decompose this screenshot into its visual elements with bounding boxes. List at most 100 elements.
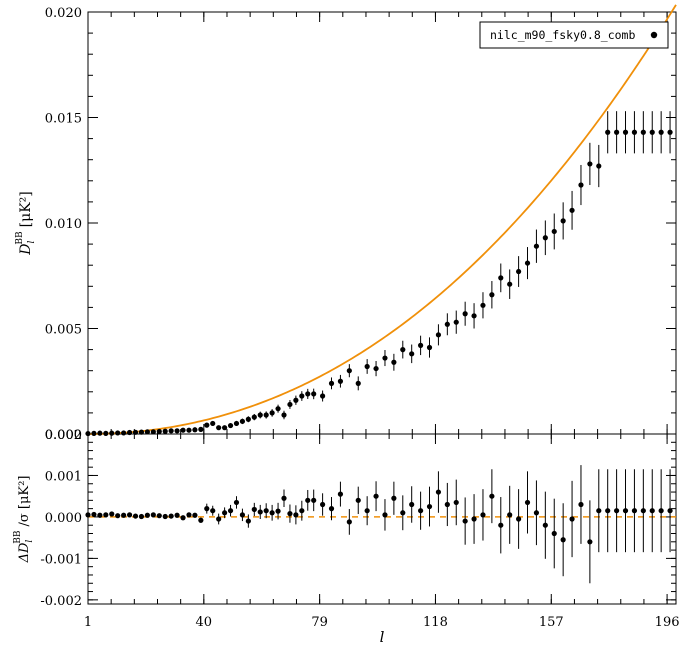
top-data-point	[596, 163, 602, 169]
bottom-data-point	[435, 489, 442, 495]
legend-label: nilc_m90_fsky0.8_comb	[490, 28, 635, 42]
bottom-data-point	[658, 508, 664, 514]
top-data-point	[311, 391, 317, 397]
top-data-point	[533, 243, 540, 249]
bottom-data-point	[551, 530, 557, 537]
top-data-point	[444, 321, 450, 327]
top-data-point	[305, 391, 311, 397]
top-ylabel-sub: l	[27, 240, 37, 243]
x-tick-label: 79	[311, 615, 328, 630]
legend-marker	[650, 31, 658, 39]
top-ylabel-unit: [μK²]	[18, 191, 34, 227]
bottom-data-point	[533, 510, 540, 516]
bottom-data-point	[382, 512, 388, 518]
top-data-point	[216, 425, 222, 431]
bottom-data-point	[305, 497, 311, 503]
bottom-data-point	[150, 512, 156, 518]
top-ylabel-main: D	[18, 243, 34, 255]
bottom-data-point	[426, 503, 433, 510]
top-data-point	[346, 368, 352, 374]
top-data-point	[542, 235, 548, 241]
top-data-point	[355, 380, 361, 386]
top-data-point	[109, 430, 115, 436]
bottom-data-point	[156, 513, 162, 519]
bottom-y-axis-label: ΔDlBB/σ [μK²]	[13, 476, 35, 564]
bottom-data-point	[144, 512, 150, 518]
bottom-y-tick-label: 0.002	[45, 428, 82, 443]
bottom-data-point	[222, 510, 228, 516]
x-tick-label: 40	[196, 615, 213, 630]
bottom-data-point	[462, 518, 468, 524]
top-data-point	[210, 420, 216, 427]
bottom-data-point	[103, 512, 109, 518]
top-ylabel-sup: BB	[15, 231, 25, 245]
x-ticks: 1 40 79 118 157 196	[84, 12, 680, 630]
top-data-point	[649, 129, 655, 135]
bottom-data-point	[263, 508, 269, 514]
top-data-point	[233, 420, 240, 427]
bottom-data-point	[138, 513, 145, 520]
bottom-data-point	[569, 516, 575, 522]
bottom-data-point	[239, 512, 246, 518]
bottom-data-point	[320, 501, 326, 508]
top-data-point	[103, 430, 109, 436]
bottom-data-point	[109, 511, 115, 517]
top-data-point	[239, 418, 246, 424]
top-y-tick-label: 0.020	[45, 6, 82, 21]
top-data-point	[462, 311, 468, 317]
bottom-data-point	[649, 508, 655, 514]
bottom-data-point	[524, 499, 531, 506]
top-data-point	[263, 412, 269, 418]
bottom-data-point	[245, 518, 251, 524]
bottom-data-point	[444, 501, 450, 508]
top-data-point	[435, 332, 442, 338]
bottom-data-point	[293, 512, 299, 518]
bottom-data-point	[400, 510, 406, 516]
bottom-data-point	[281, 495, 287, 501]
bottom-data-point	[227, 508, 234, 514]
top-data-point	[186, 427, 192, 433]
top-data-point	[162, 428, 168, 434]
top-data-point	[257, 412, 263, 418]
bottom-data-point	[560, 537, 566, 543]
bottom-data-point	[269, 510, 275, 516]
top-data-point	[480, 302, 486, 308]
bottom-data-point	[596, 508, 602, 514]
bottom-data-point	[192, 512, 198, 518]
top-data-point	[328, 380, 335, 386]
top-data-point	[222, 425, 228, 431]
top-data-point	[489, 292, 495, 298]
top-data-point	[91, 430, 97, 436]
bottom-data-point	[180, 515, 186, 521]
top-data-point	[174, 428, 180, 434]
top-y-tick-label: 0.005	[45, 323, 82, 338]
bottom-data-point	[132, 513, 139, 519]
bottom-data-point	[233, 499, 240, 506]
top-data-point	[426, 344, 433, 351]
bottom-data-point	[162, 513, 168, 520]
top-data-point	[453, 319, 459, 325]
top-data-point	[587, 161, 593, 167]
top-data-point	[337, 378, 344, 384]
bottom-data-point	[542, 522, 548, 528]
top-data-point	[622, 129, 629, 135]
top-data-point	[251, 414, 257, 420]
bottom-data-point	[174, 512, 180, 518]
bottom-data-point	[168, 513, 174, 519]
bottom-data-point	[391, 495, 397, 501]
top-data-point	[126, 429, 133, 436]
top-data-point	[578, 182, 584, 188]
top-data-point	[516, 268, 522, 275]
top-data-point	[132, 429, 139, 435]
top-data-point	[569, 207, 575, 213]
top-data-point	[409, 351, 415, 357]
bottom-data-point	[85, 512, 91, 518]
legend-box	[479, 21, 669, 49]
bottom-data-point	[471, 516, 477, 522]
bottom-data-point	[418, 508, 424, 514]
top-y-tick-label: 0.010	[45, 217, 82, 232]
bottom-data-point	[251, 506, 257, 513]
bottom-data-point	[640, 508, 646, 514]
